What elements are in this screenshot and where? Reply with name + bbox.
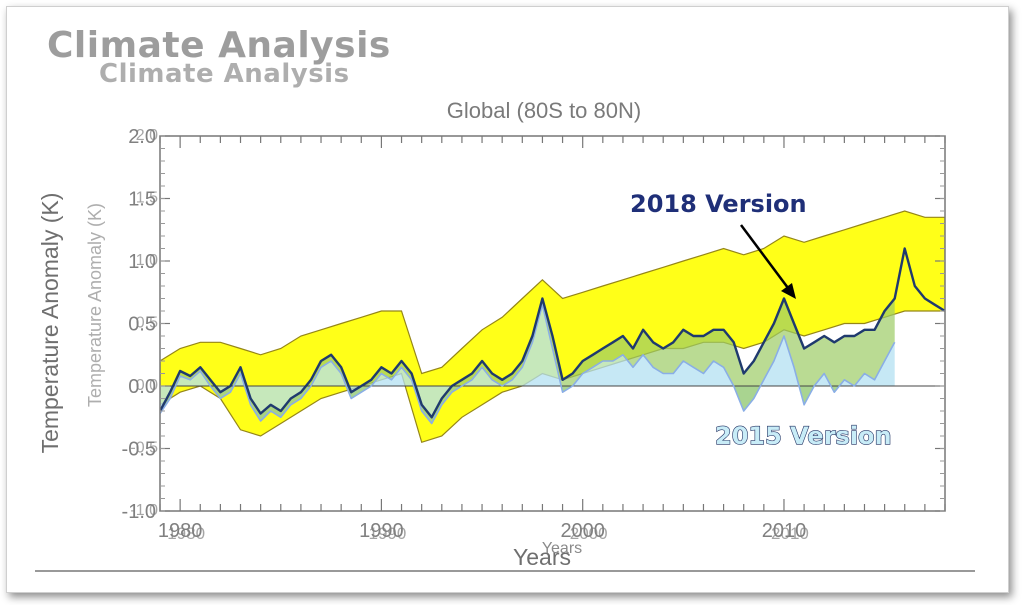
x-tick-label: 1990 [359,520,404,542]
y-tick-label: 1.5 [128,189,156,211]
y-tick-label: 0.0 [128,376,156,398]
y-tick-label-ghost: 2.0 [136,127,158,144]
x-tick-label-ghost: 2010 [771,524,809,543]
plot-area [160,210,945,444]
climate-analysis-logo-ghost: Climate Analysis [99,59,350,89]
y-tick-label: -1.0 [122,501,156,523]
y-tick-label-ghost: 0.5 [136,315,158,332]
annotation-arrow [739,224,793,293]
x-tick-label: 1980 [158,520,203,542]
x-tick-label-ghost: 2000 [570,524,608,543]
x-tick-label-ghost: 1980 [167,524,205,543]
y-tick-label-ghost: -1.0 [130,502,158,519]
series-line-2015-version [160,304,896,425]
y-tick-label-ghost: 1.5 [136,190,158,207]
x-axis-label-ghost: Years [542,540,582,557]
axis-ticks: -1.0-1.0-0.5-0.50.00.00.50.51.01.01.51.5… [122,126,946,543]
y-tick-label-ghost: 0.0 [136,377,158,394]
y-tick-label-ghost: 1.0 [136,252,158,269]
y-tick-label: 1.0 [128,251,156,273]
yellow-range-band [160,210,945,444]
annotation-2018-version: 2018 Version [630,190,807,218]
annotation-arrowhead [781,283,796,299]
annotations: 2018 Version 2015 Version [630,190,892,451]
x-tick-label-ghost: 1990 [368,524,406,543]
x-tick-label: 2010 [762,520,807,542]
annotation-2015-version: 2015 Version [715,422,892,450]
y-tick-label-ghost: -0.5 [130,440,158,457]
climate-analysis-logo: Climate Analysis [47,25,391,66]
y-tick-label: 2.0 [128,126,156,148]
y-axis-label-ghost: Temperature Anomaly (K) [85,203,105,407]
x-axis-label: Years [513,544,571,570]
y-tick-label: 0.5 [128,314,156,336]
version-2015-fill [160,304,895,424]
x-tick-label: 2000 [560,520,605,542]
chart-title: Global (80S to 80N) [447,98,641,123]
y-axis-label: Temperature Anomaly (K) [37,193,63,454]
series-line-2018-version [160,247,945,419]
y-tick-label: -0.5 [122,439,156,461]
